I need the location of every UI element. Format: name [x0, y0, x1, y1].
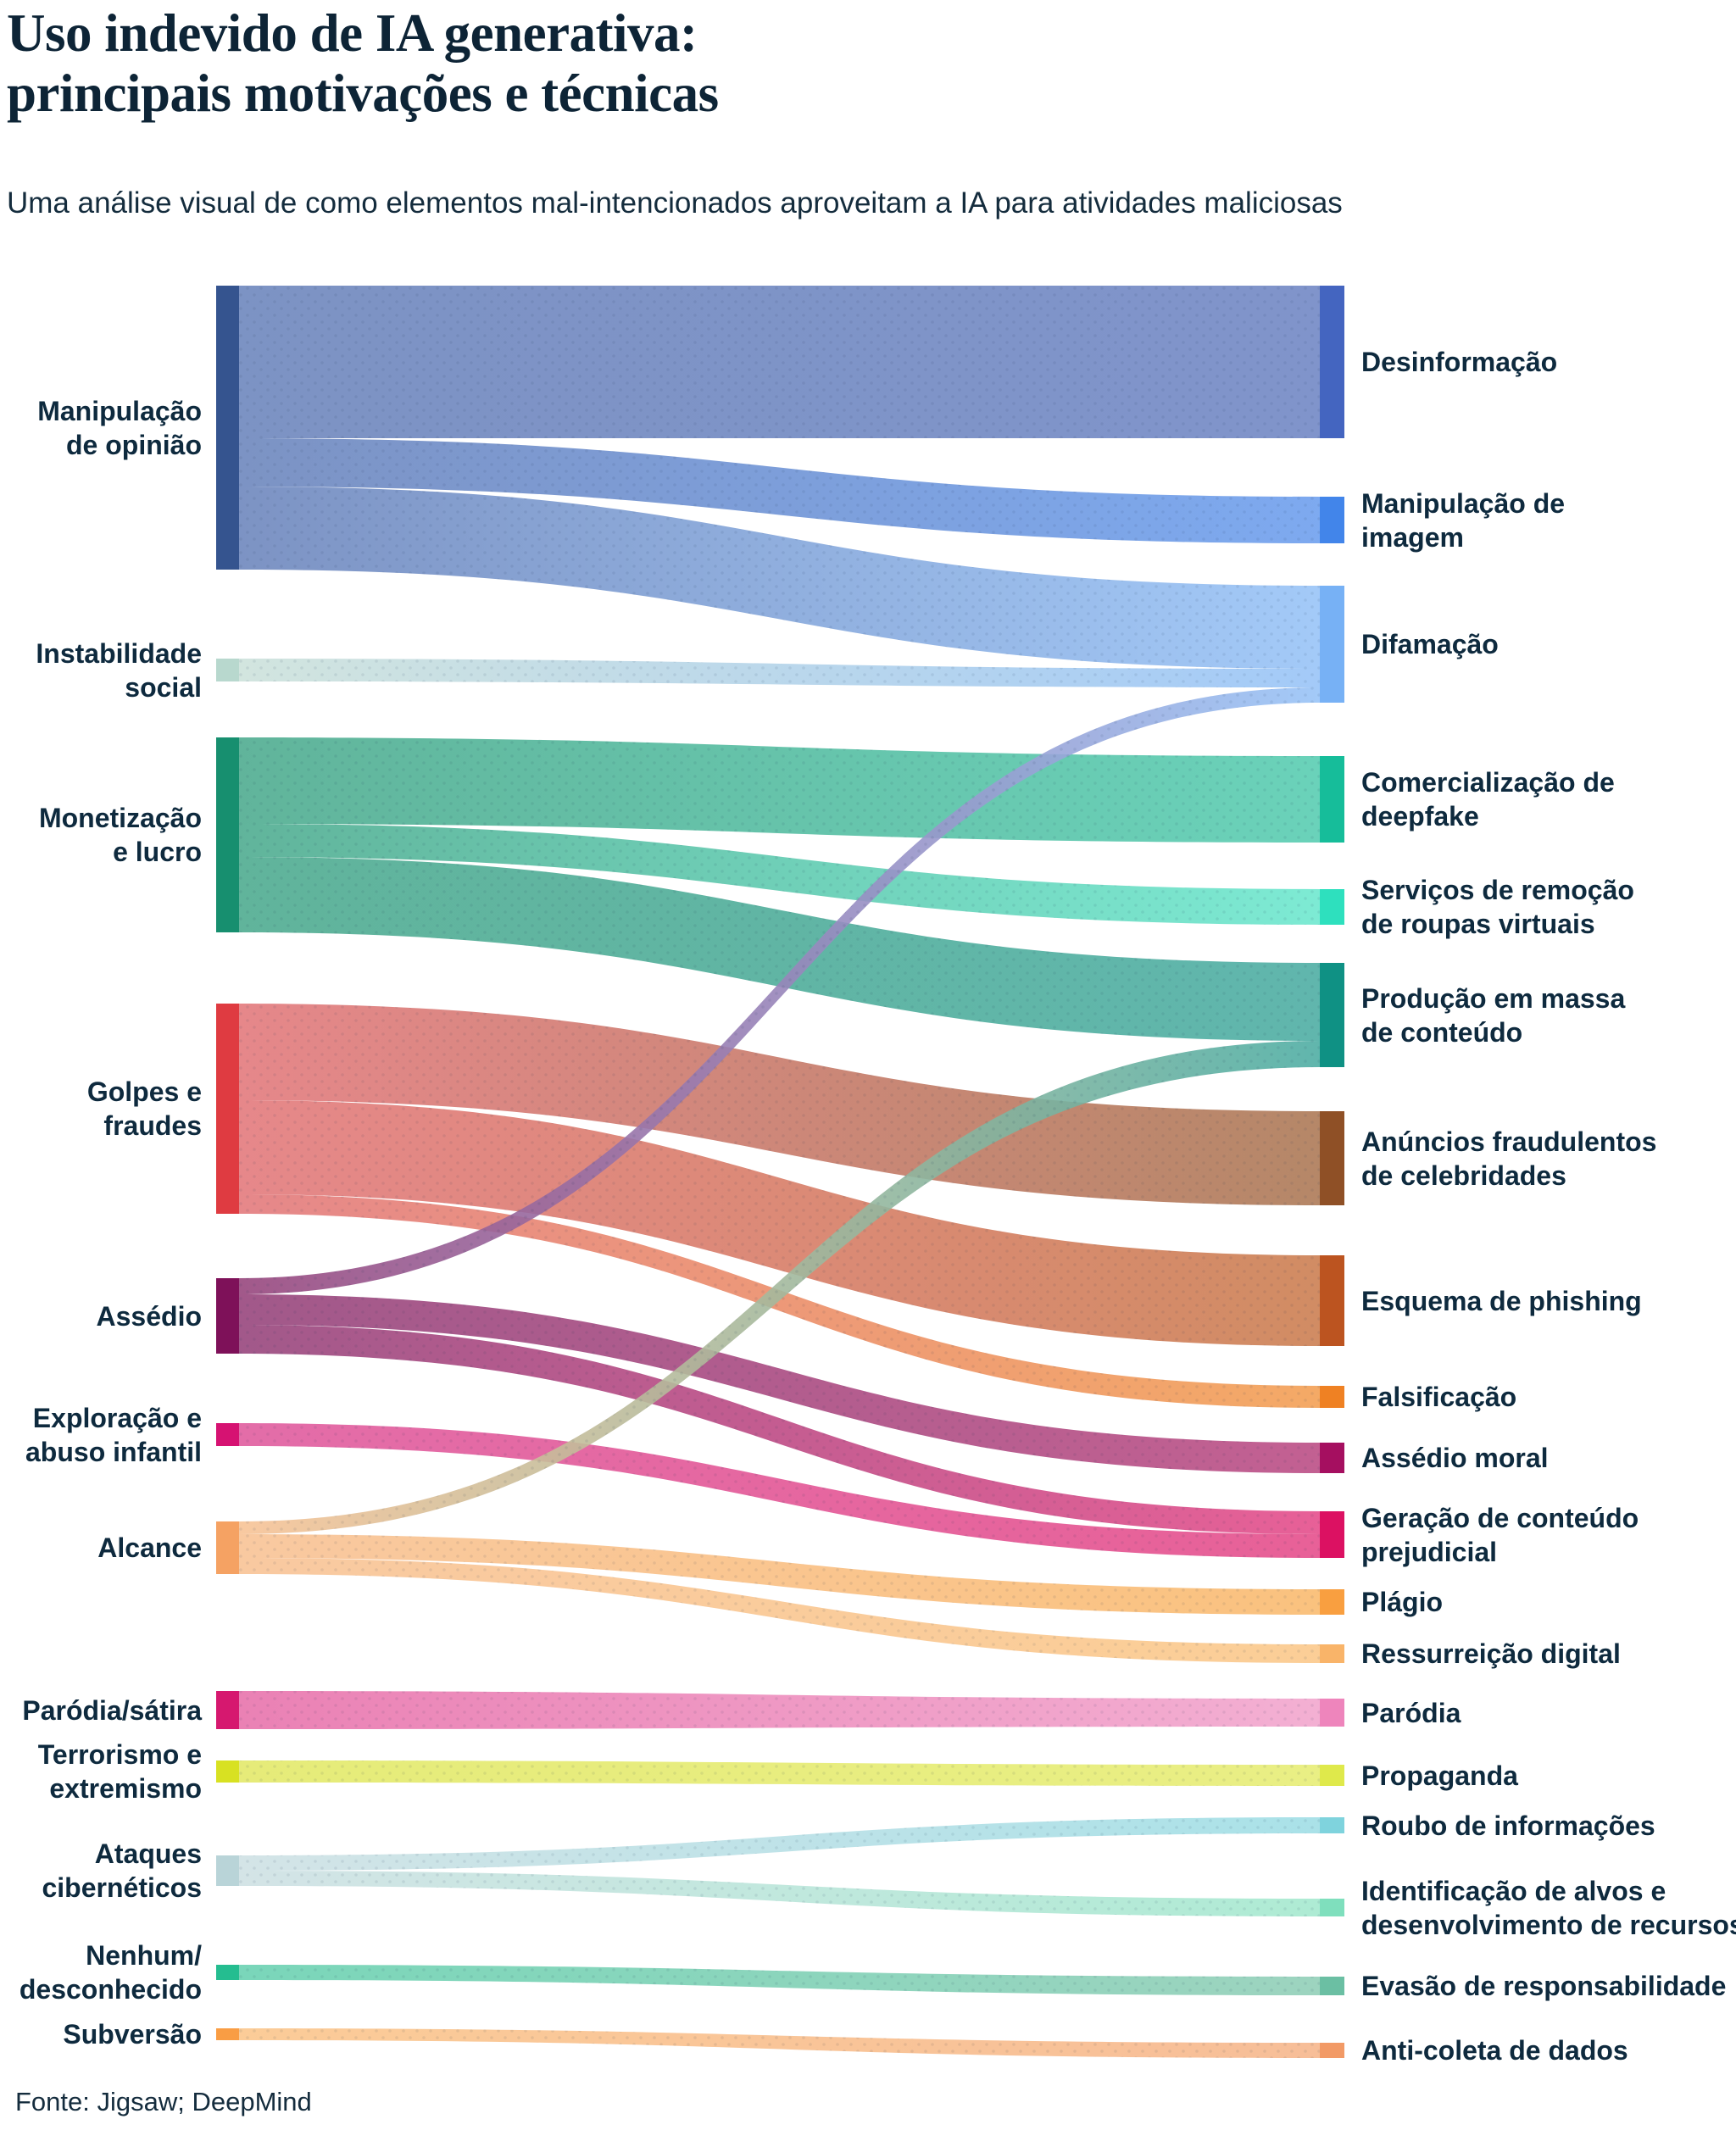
page-subtitle: Uma análise visual de como elementos mal… — [7, 186, 1343, 220]
node-producao_massa — [1320, 963, 1344, 1067]
node-exploracao_abuso — [216, 1423, 239, 1446]
source-label-manipulacao_opiniao: Manipulação de opinião — [37, 395, 202, 460]
flow-texture-golpes_fraudes-anuncios_fraudulentos — [239, 1004, 1320, 1205]
node-servicos_remocao — [1320, 889, 1344, 925]
flow-texture-golpes_fraudes-esquema_phishing — [239, 1100, 1320, 1346]
flow-texture-terrorismo_extremismo-propaganda — [239, 1760, 1320, 1786]
source-label-ataques_ciberneticos: Ataques cibernéticos — [42, 1838, 202, 1903]
flow-texture-ataques_ciberneticos-identificacao_alvos — [239, 1871, 1320, 1916]
flow-texture-assedio-assedio_moral — [239, 1294, 1320, 1473]
flow-texture-subversao-anti_coleta — [239, 2028, 1320, 2058]
target-label-difamacao: Difamação — [1361, 629, 1499, 659]
node-ataques_ciberneticos — [216, 1855, 239, 1886]
node-assedio_moral — [1320, 1443, 1344, 1473]
target-label-parodia: Paródia — [1361, 1697, 1461, 1728]
target-label-falsificacao: Falsificação — [1361, 1382, 1517, 1412]
flow-texture-instabilidade_social-difamacao — [239, 659, 1320, 687]
node-ressurreicao_digital — [1320, 1644, 1344, 1663]
page-title-line2: principais motivações e técnicas — [7, 63, 719, 123]
source-label-assedio: Assédio — [96, 1300, 202, 1332]
target-label-geracao_conteudo: Geração de conteúdo prejudicial — [1361, 1502, 1639, 1567]
flow-texture-alcance-plagio — [239, 1534, 1320, 1615]
target-label-assedio_moral: Assédio moral — [1361, 1443, 1549, 1473]
source-label-instabilidade_social: Instabilidade social — [36, 637, 202, 703]
node-falsificacao — [1320, 1386, 1344, 1408]
target-label-comercializacao_deepfake: Comercialização de deepfake — [1361, 767, 1615, 832]
source-label-monetizacao_lucro: Monetização e lucro — [38, 803, 202, 867]
source-label-nenhum_desconhecido: Nenhum/ desconhecido — [19, 1940, 202, 2005]
node-manipulacao_imagem — [1320, 497, 1344, 543]
node-esquema_phishing — [1320, 1255, 1344, 1346]
flow-texture-exploracao_abuso-geracao_conteudo — [239, 1423, 1320, 1558]
node-evasao_responsabilidade — [1320, 1977, 1344, 1995]
target-label-servicos_remocao: Serviços de remoção de roupas virtuais — [1361, 875, 1634, 939]
target-label-anuncios_fraudulentos: Anúncios fraudulentos de celebridades — [1361, 1126, 1657, 1191]
node-parodia_satira — [216, 1691, 239, 1729]
source-label-parodia_satira: Paródia/sátira — [22, 1694, 202, 1726]
flow-texture-assedio-geracao_conteudo — [239, 1325, 1320, 1534]
flow-texture-monetizacao_lucro-producao_massa — [239, 857, 1320, 1041]
source-label-alcance: Alcance — [97, 1532, 202, 1563]
flow-texture-manipulacao_opiniao-manipulacao_imagem — [239, 438, 1320, 543]
flow-texture-golpes_fraudes-falsificacao — [239, 1194, 1320, 1408]
target-label-desinformacao: Desinformação — [1361, 347, 1558, 377]
source-label-exploracao_abuso: Exploração e abuso infantil — [25, 1402, 202, 1467]
node-roubo_informacoes — [1320, 1817, 1344, 1833]
flow-texture-alcance-producao_massa — [239, 1041, 1320, 1534]
target-label-plagio: Plágio — [1361, 1587, 1444, 1617]
flow-texture-manipulacao_opiniao-difamacao — [239, 487, 1320, 669]
flow-texture-monetizacao_lucro-servicos_remocao — [239, 824, 1320, 925]
node-identificacao_alvos — [1320, 1899, 1344, 1916]
target-label-identificacao_alvos: Identificação de alvos e desenvolvimento… — [1361, 1875, 1736, 1940]
flow-texture-assedio-difamacao — [239, 687, 1320, 1294]
page-title-line1: Uso indevido de IA generativa: — [7, 3, 698, 63]
node-alcance — [216, 1521, 239, 1574]
flow-texture-alcance-ressurreicao_digital — [239, 1558, 1320, 1663]
node-plagio — [1320, 1589, 1344, 1615]
flow-texture-manipulacao_opiniao-desinformacao — [239, 286, 1320, 438]
node-nenhum_desconhecido — [216, 1965, 239, 1980]
node-parodia — [1320, 1699, 1344, 1727]
flow-texture-ataques_ciberneticos-roubo_informacoes — [239, 1817, 1320, 1871]
node-anuncios_fraudulentos — [1320, 1111, 1344, 1205]
target-label-propaganda: Propaganda — [1361, 1760, 1518, 1791]
flow-texture-parodia_satira-parodia — [239, 1691, 1320, 1729]
source-credit: Fonte: Jigsaw; DeepMind — [15, 2087, 312, 2116]
target-label-producao_massa: Produção em massa de conteúdo — [1361, 982, 1626, 1048]
node-terrorismo_extremismo — [216, 1760, 239, 1783]
node-geracao_conteudo — [1320, 1511, 1344, 1558]
target-label-anti_coleta: Anti-coleta de dados — [1361, 2035, 1628, 2066]
node-propaganda — [1320, 1765, 1344, 1786]
node-desinformacao — [1320, 286, 1344, 438]
target-label-evasao_responsabilidade: Evasão de responsabilidade — [1361, 1971, 1727, 2001]
node-manipulacao_opiniao — [216, 286, 239, 570]
target-label-manipulacao_imagem: Manipulação de imagem — [1361, 487, 1566, 553]
source-label-golpes_fraudes: Golpes e fraudes — [86, 1076, 202, 1141]
flow-texture-nenhum_desconhecido-evasao_responsabilidade — [239, 1965, 1320, 1995]
node-difamacao — [1320, 586, 1344, 703]
target-label-ressurreicao_digital: Ressurreição digital — [1361, 1638, 1621, 1669]
node-anti_coleta — [1320, 2043, 1344, 2058]
node-comercializacao_deepfake — [1320, 756, 1344, 843]
node-assedio — [216, 1278, 239, 1354]
source-label-terrorismo_extremismo: Terrorismo e extremismo — [37, 1739, 202, 1804]
target-label-esquema_phishing: Esquema de phishing — [1361, 1285, 1642, 1316]
node-subversao — [216, 2028, 239, 2040]
node-golpes_fraudes — [216, 1004, 239, 1214]
page-title: Uso indevido de IA generativa: principais… — [7, 3, 719, 123]
source-label-subversao: Subversão — [63, 2019, 202, 2050]
target-label-roubo_informacoes: Roubo de informações — [1361, 1810, 1655, 1841]
node-monetizacao_lucro — [216, 737, 239, 932]
node-instabilidade_social — [216, 659, 239, 681]
